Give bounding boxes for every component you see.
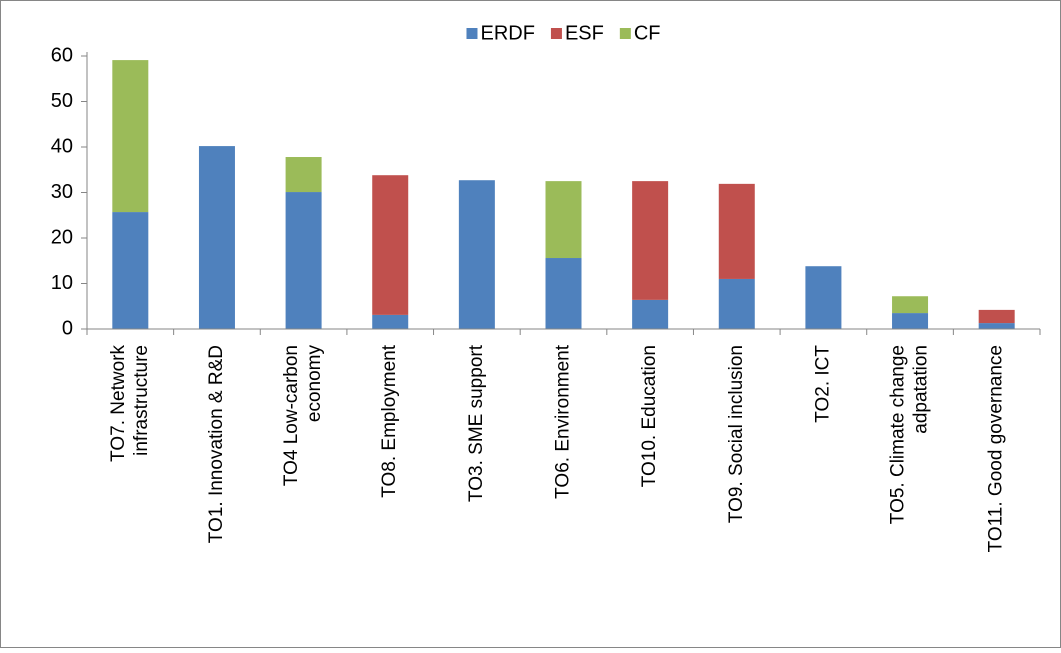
x-tick-label: TO6. Environment (553, 344, 574, 499)
legend-label: ESF (565, 22, 604, 44)
x-tick-label: TO2. ICT (812, 345, 833, 423)
bar-segment (805, 266, 842, 329)
bar-segment (112, 60, 149, 213)
bar-segment (718, 278, 755, 329)
x-tick-label: TO7. Network infrastructure (108, 345, 152, 462)
x-tick-label-line: TO6. Environment (553, 344, 574, 499)
bar-segment (458, 180, 495, 329)
bar-segment (978, 309, 1015, 324)
bar-segment (545, 258, 582, 329)
x-tick-label-line: adpatation (911, 345, 932, 434)
bar-segment (892, 296, 929, 314)
x-tick-label-line: TO7. Network (108, 345, 129, 462)
x-tick-label: TO8. Employment (379, 344, 400, 497)
x-tick-label-line: TO1. Innovation & R&D (206, 345, 227, 543)
x-tick-label: TO10. Education (639, 345, 660, 487)
y-tick-label: 40 (51, 135, 73, 157)
legend-swatch (466, 28, 478, 39)
x-tick-label-line: economy (304, 345, 325, 423)
x-tick-label: TO4 Low-carbon economy (281, 345, 325, 487)
x-tick-label-line: TO10. Education (639, 345, 660, 487)
y-tick-label: 50 (51, 90, 73, 112)
x-tick-label: TO5. Climate change adpatation (888, 345, 932, 524)
x-tick-label-line: infrastructure (131, 345, 152, 456)
x-tick-label-line: TO8. Employment (379, 344, 400, 497)
x-tick-label-line: TO9. Social inclusion (726, 345, 747, 523)
y-tick-label: 60 (51, 44, 73, 66)
legend-swatch (619, 28, 631, 39)
y-tick-label: 20 (51, 226, 73, 248)
y-tick-label: 30 (51, 181, 73, 203)
y-tick-label: 10 (51, 272, 73, 294)
bar-segment (112, 212, 149, 329)
bar-segment (198, 146, 235, 329)
x-tick-label-line: TO3. SME support (466, 344, 487, 502)
bar-segment (632, 181, 669, 300)
x-tick-label: TO3. SME support (466, 344, 487, 502)
bar-segment (285, 157, 322, 193)
bar-segment (545, 181, 582, 259)
x-tick-label: TO9. Social inclusion (726, 345, 747, 523)
bar-segment (892, 313, 929, 329)
x-tick-label: TO1. Innovation & R&D (206, 345, 227, 543)
legend-label: CF (634, 22, 661, 44)
bar-segment (718, 183, 755, 279)
x-tick-label: TO11. Good governance (986, 345, 1007, 552)
bar-segment (978, 323, 1015, 329)
x-tick-label-line: TO4 Low-carbon (281, 345, 302, 486)
y-tick-label: 0 (62, 317, 73, 339)
bar-segment (632, 299, 669, 329)
bar-segment (372, 175, 409, 315)
bar-segment (285, 192, 322, 329)
x-tick-label-line: TO11. Good governance (986, 345, 1007, 552)
legend-swatch (550, 28, 562, 39)
x-tick-label-line: TO2. ICT (812, 345, 833, 423)
x-tick-label-line: TO5. Climate change (888, 345, 909, 524)
bar-segment (372, 314, 409, 329)
legend-label: ERDF (480, 22, 534, 44)
